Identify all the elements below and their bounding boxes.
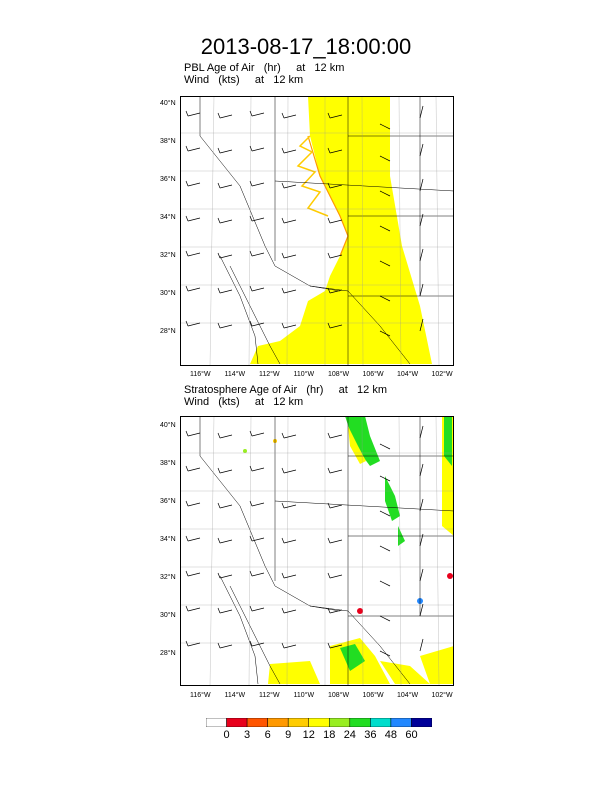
lat-label: 28°N xyxy=(160,650,176,657)
lat-label: 28°N xyxy=(160,328,176,335)
lat-label: 38°N xyxy=(160,138,176,145)
lon-label: 104°W xyxy=(397,371,419,378)
colorbar-label: 9 xyxy=(285,729,292,741)
colorbar-swatch xyxy=(411,718,432,727)
wind-barbs-pbl xyxy=(185,105,424,337)
colorbar-swatch xyxy=(206,718,227,727)
pbl-field-fringe xyxy=(296,135,329,217)
lon-label: 110°W xyxy=(293,692,315,699)
lat-label: 38°N xyxy=(160,460,176,467)
colorbar-label: 12 xyxy=(302,729,315,741)
lon-label: 116°W xyxy=(190,692,211,699)
pbl-field-orange-edge xyxy=(307,135,349,257)
panel1-wind-label: Wind (kts) at 12 km xyxy=(184,74,304,86)
wind-barbs-strat xyxy=(185,425,424,657)
lon-label: 108°W xyxy=(328,692,350,699)
lat-label: 40°N xyxy=(160,422,176,429)
lon-label: 114°W xyxy=(224,692,246,699)
graticule xyxy=(180,96,454,366)
lon-label: 106°W xyxy=(362,692,384,699)
map-frame-2 xyxy=(180,416,454,686)
colorbar-swatch xyxy=(390,718,412,727)
lat-label: 30°N xyxy=(160,612,176,619)
lon-label: 104°W xyxy=(397,692,419,699)
lat-label: 36°N xyxy=(160,176,176,183)
colorbar-swatch xyxy=(226,718,248,727)
colorbar-swatch xyxy=(370,718,392,727)
lat-label: 32°N xyxy=(160,252,176,259)
lon-label: 116°W xyxy=(190,371,211,378)
panel2-field-label: Stratosphere Age of Air (hr) at 12 km xyxy=(184,384,387,396)
map-panel-stratosphere xyxy=(180,416,454,686)
lon-label: 112°W xyxy=(259,692,280,699)
colorbar-label: 6 xyxy=(264,729,271,741)
map-panel-pbl xyxy=(180,96,454,366)
lat-label: 32°N xyxy=(160,574,176,581)
colorbar-swatch xyxy=(246,718,268,727)
lon-label: 112°W xyxy=(259,371,280,378)
panel1-field-label: PBL Age of Air (hr) at 12 km xyxy=(184,62,345,74)
lon-label: 114°W xyxy=(224,371,246,378)
lon-label: 102°W xyxy=(431,371,453,378)
colorbar-label: 48 xyxy=(384,729,398,741)
map-frame xyxy=(180,96,454,366)
strat-field xyxy=(243,416,454,684)
plot-title: 2013-08-17_18:00:00 xyxy=(200,34,412,59)
map-strat-canvas xyxy=(180,416,454,686)
colorbar-swatch xyxy=(308,718,330,727)
pbl-field xyxy=(250,96,432,364)
lat-label: 40°N xyxy=(160,100,176,107)
lat-label: 34°N xyxy=(160,536,176,543)
state-boundaries xyxy=(199,96,454,366)
lon-label: 102°W xyxy=(431,692,453,699)
colorbar-swatch xyxy=(329,718,351,727)
colorbar-label: 3 xyxy=(244,729,251,741)
lon-label: 106°W xyxy=(362,371,384,378)
state-boundaries-2 xyxy=(199,416,454,686)
lon-label: 110°W xyxy=(293,371,315,378)
lon-label: 108°W xyxy=(328,371,350,378)
colorbar-label: 60 xyxy=(405,729,418,741)
lat-label: 30°N xyxy=(160,290,176,297)
colorbar-label: 36 xyxy=(364,729,377,741)
colorbar-label: 18 xyxy=(323,729,336,741)
lat-label: 36°N xyxy=(160,498,176,505)
colorbar-label: 24 xyxy=(343,729,356,741)
colorbar xyxy=(206,718,432,727)
colorbar-swatch xyxy=(349,718,371,727)
lat-label: 34°N xyxy=(160,214,176,221)
colorbar-swatch xyxy=(287,718,309,727)
colorbar-label: 0 xyxy=(223,729,230,741)
map-pbl-canvas xyxy=(180,96,454,366)
colorbar-swatch xyxy=(267,718,289,727)
graticule-2 xyxy=(180,416,454,686)
panel2-wind-label: Wind (kts) at 12 km xyxy=(184,396,304,408)
